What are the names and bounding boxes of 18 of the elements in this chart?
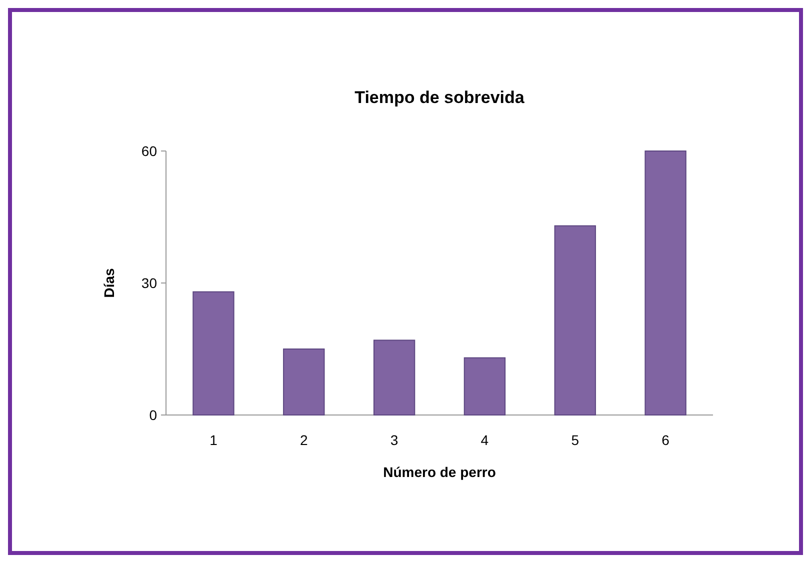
- bar: [283, 348, 325, 416]
- y-tick-label: 0: [149, 406, 158, 423]
- x-tick-label: 1: [210, 432, 218, 448]
- bar: [373, 340, 416, 416]
- y-axis-title: Días: [101, 268, 117, 298]
- x-tick-label: 4: [480, 432, 489, 448]
- bar: [644, 150, 686, 416]
- x-tick-label: 3: [390, 432, 398, 448]
- x-tick-label: 6: [662, 432, 670, 448]
- y-tick-label: 60: [141, 142, 158, 159]
- y-tick-label: 30: [141, 274, 158, 291]
- chart-title: Tiempo de sobrevida: [354, 88, 525, 107]
- bar: [192, 291, 234, 416]
- x-tick-label: 2: [300, 432, 308, 448]
- x-tick-label: 5: [571, 432, 580, 448]
- bar: [554, 225, 596, 416]
- x-axis-title: Número de perro: [383, 464, 496, 480]
- bar: [464, 357, 506, 416]
